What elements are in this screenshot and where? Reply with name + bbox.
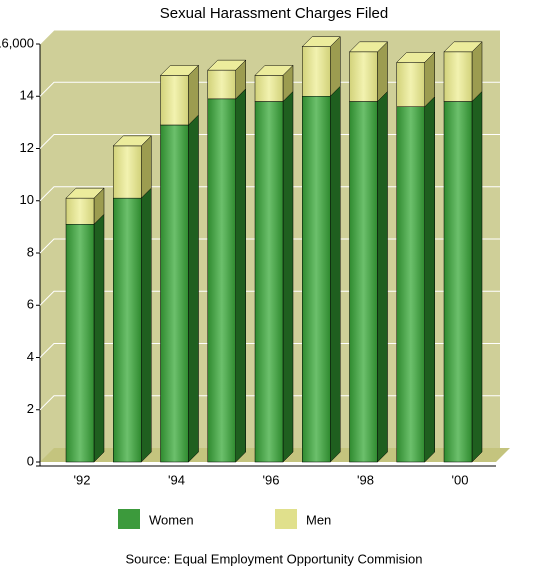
source-note: Source: Equal Employment Opportunity Com… — [126, 551, 423, 566]
grid-line — [39, 29, 500, 45]
bar-side — [235, 88, 246, 463]
bar-top — [254, 65, 294, 76]
x-tick-label: '92 — [74, 472, 91, 487]
legend-swatch — [118, 509, 140, 529]
y-tick-label: 16,000 — [0, 35, 34, 50]
bar-segment — [349, 90, 388, 463]
bar-segment — [443, 90, 483, 463]
bar-segment — [254, 64, 294, 103]
bar-side — [141, 187, 152, 463]
bar-front — [160, 75, 189, 126]
y-tick-label: 10 — [20, 192, 34, 207]
bar-side — [471, 41, 483, 103]
bar-top — [159, 65, 200, 76]
bar-segment — [396, 51, 436, 108]
bar-front — [113, 197, 142, 463]
bar-side — [188, 64, 199, 126]
bar-front — [254, 101, 284, 463]
bar-top — [65, 187, 105, 199]
bar-top — [396, 52, 436, 63]
bar-side — [282, 90, 294, 463]
bar-top — [443, 41, 483, 53]
bar-front — [302, 46, 331, 97]
bar-segment — [302, 85, 341, 463]
bar-segment — [160, 114, 199, 463]
bar-front — [349, 51, 378, 102]
bar-segment — [65, 213, 105, 463]
y-tick-label: 12 — [20, 140, 34, 155]
bar-segment — [112, 135, 152, 199]
chart-title: Sexual Harassment Charges Filed — [160, 5, 388, 22]
bar-front — [396, 106, 425, 463]
bar-front — [254, 75, 284, 102]
bar-segment — [443, 41, 483, 103]
bar-segment — [159, 64, 200, 126]
bar-front — [160, 124, 189, 463]
bar-segment — [113, 187, 152, 463]
bar-front — [302, 96, 331, 463]
bar-side — [471, 90, 483, 463]
bar-segment — [207, 88, 246, 463]
legend-label: Women — [149, 512, 194, 527]
bar-top — [112, 135, 152, 147]
bar-side — [141, 135, 152, 199]
bar-front — [113, 145, 142, 199]
bar-segment — [348, 41, 389, 103]
bar-segment — [65, 187, 105, 225]
bar-front — [349, 101, 378, 463]
y-tick-label: 2 — [27, 401, 34, 416]
bar-side — [93, 213, 105, 463]
bar-top — [207, 59, 247, 71]
bar-side — [377, 90, 388, 463]
bar-side — [330, 36, 341, 97]
bar-side — [377, 41, 388, 103]
bar-side — [330, 85, 341, 463]
bar-segment — [396, 96, 435, 463]
bar-segment — [207, 59, 247, 100]
legend-label: Men — [306, 512, 331, 527]
bar-segment — [254, 90, 294, 463]
bar-top — [301, 36, 341, 47]
x-tick-label: '96 — [263, 472, 280, 487]
bar-front — [65, 224, 95, 463]
y-tick-label: 14 — [20, 88, 34, 103]
x-tick-label: '00 — [452, 472, 469, 487]
bar-front — [443, 101, 473, 463]
y-tick-label: 4 — [27, 349, 34, 364]
x-tick-label: '98 — [357, 472, 374, 487]
bar-front — [443, 51, 473, 102]
y-tick-label: 6 — [27, 297, 34, 312]
bar-front — [207, 69, 236, 100]
bar-front — [396, 62, 425, 107]
y-tick-label: 8 — [27, 244, 34, 259]
bar-front — [207, 98, 236, 463]
bar-front — [65, 197, 95, 225]
bar-segment — [301, 36, 341, 97]
legend-swatch — [275, 509, 297, 529]
y-tick-label: 0 — [27, 453, 34, 468]
bar-side — [424, 96, 435, 463]
bar-side — [188, 114, 199, 463]
bar-top — [348, 41, 389, 53]
x-tick-label: '94 — [168, 472, 185, 487]
